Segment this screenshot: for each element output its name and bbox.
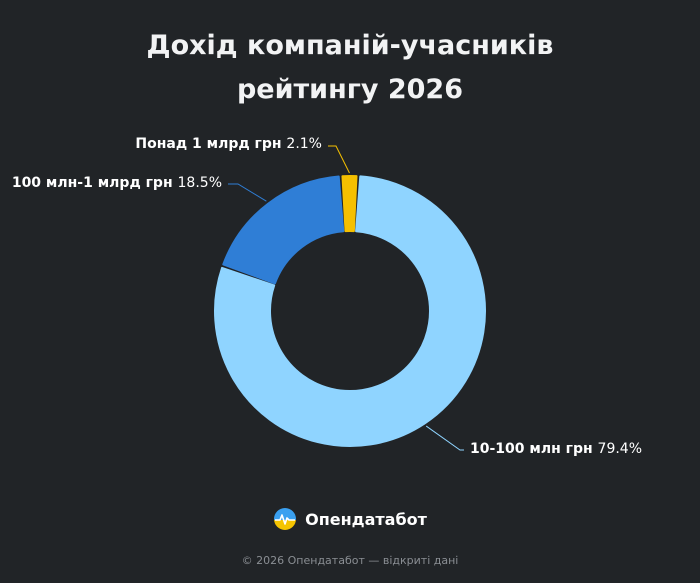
- opendatabot-logo-icon: [274, 508, 297, 530]
- chart-title-line-2: рейтингу 2026: [236, 74, 464, 105]
- slice-label-pct-2: 79.4%: [598, 441, 642, 457]
- slice-labels: Понад 1 млрд грн 2.1% 10-100 млн грн 79.4…: [12, 136, 642, 457]
- slice-label-1: Понад 1 млрд грн 2.1%: [135, 136, 322, 152]
- slice-label-name-3: 100 млн-1 млрд грн: [12, 175, 178, 191]
- leader-lines: [228, 145, 464, 451]
- slice-label-name-1: Понад 1 млрд грн: [135, 136, 286, 152]
- slice-label-pct-3: 18.5%: [178, 175, 222, 191]
- donut-slices: [214, 175, 486, 447]
- slice-label-pct-1: 2.1%: [286, 136, 322, 152]
- slice-3: [222, 175, 345, 285]
- brand: Опендатабот: [0, 507, 700, 531]
- chart-title-line-1: Дохід компаній-учасників: [146, 30, 554, 61]
- slice-2: [214, 175, 486, 447]
- leader-line-2: [425, 425, 464, 451]
- chart-title: Дохід компаній-учасників рейтингу 2026: [0, 24, 700, 112]
- slice-label-3: 100 млн-1 млрд грн 18.5%: [12, 175, 222, 191]
- donut-chart: Понад 1 млрд грн 2.1% 10-100 млн грн 79.4…: [12, 136, 642, 457]
- slice-label-name-2: 10-100 млн грн: [470, 441, 598, 457]
- slice-label-2: 10-100 млн грн 79.4%: [470, 441, 642, 457]
- slice-1: [341, 175, 358, 233]
- footer-copyright: © 2026 Опендатабот — відкриті дані: [241, 554, 459, 567]
- leader-line-3: [228, 183, 267, 202]
- brand-name: Опендатабот: [305, 509, 427, 529]
- leader-line-1: [328, 145, 350, 174]
